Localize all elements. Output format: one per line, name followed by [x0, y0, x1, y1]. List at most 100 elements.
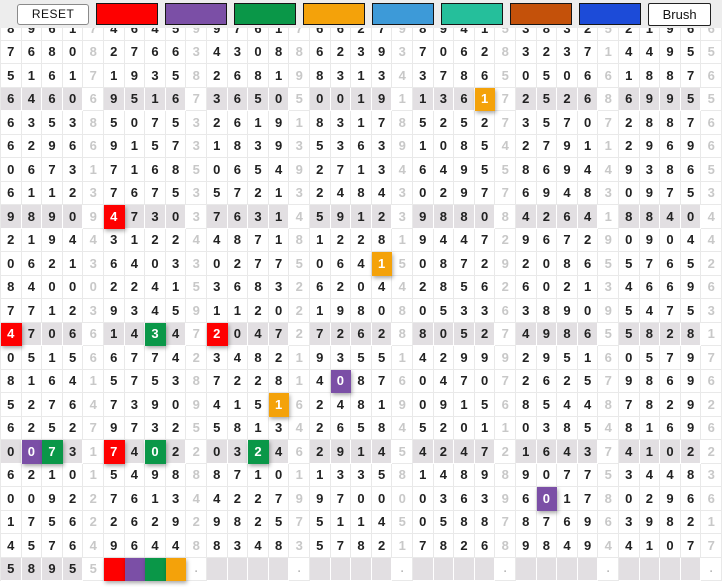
grid-cell[interactable]: 7	[577, 463, 599, 487]
grid-cell[interactable]: 8	[248, 346, 269, 370]
grid-cell[interactable]: 4	[433, 463, 455, 487]
grid-cell[interactable]	[248, 557, 269, 581]
grid-cell[interactable]: 6	[104, 346, 125, 370]
grid-cell[interactable]: 0	[680, 205, 702, 229]
grid-cell[interactable]: 2	[701, 393, 722, 417]
grid-cell[interactable]: 3	[413, 64, 434, 88]
grid-cell[interactable]: 8	[598, 487, 619, 511]
grid-cell[interactable]: 1	[21, 228, 43, 252]
grid-cell[interactable]: 2	[104, 510, 125, 534]
grid-cell[interactable]: 4	[371, 275, 393, 299]
grid-cell[interactable]: 6	[21, 158, 43, 182]
grid-cell[interactable]: 8	[392, 322, 413, 346]
grid-cell[interactable]: 1	[351, 510, 372, 534]
grid-cell[interactable]: 4	[619, 40, 640, 64]
grid-cell[interactable]	[145, 557, 166, 581]
grid-cell[interactable]: 7	[701, 346, 722, 370]
grid-cell[interactable]: 4	[701, 205, 722, 229]
grid-cell[interactable]: 7	[124, 205, 146, 229]
grid-cell[interactable]: 3	[701, 181, 722, 205]
grid-cell[interactable]: 1	[145, 487, 166, 511]
grid-cell[interactable]: 3	[186, 134, 207, 158]
grid-cell[interactable]: 1	[104, 322, 125, 346]
grid-cell[interactable]: 6	[42, 28, 63, 41]
grid-cell[interactable]: 4	[351, 252, 372, 276]
grid-cell[interactable]: 0	[577, 111, 599, 135]
grid-cell[interactable]: 4	[145, 28, 166, 41]
grid-cell[interactable]: 3	[289, 534, 310, 558]
grid-cell[interactable]: 3	[516, 299, 537, 323]
grid-cell[interactable]: 7	[227, 463, 249, 487]
grid-cell[interactable]	[557, 557, 578, 581]
grid-cell[interactable]: 5	[21, 534, 43, 558]
grid-cell[interactable]: 0	[413, 181, 434, 205]
grid-cell[interactable]: 2	[62, 416, 84, 440]
grid-cell[interactable]: 1	[207, 134, 228, 158]
grid-cell[interactable]: 3	[701, 299, 722, 323]
grid-cell[interactable]: 7	[124, 346, 146, 370]
grid-cell[interactable]: 2	[248, 299, 269, 323]
grid-cell[interactable]: 5	[42, 111, 63, 135]
grid-cell[interactable]: 8	[207, 463, 228, 487]
grid-cell[interactable]: 5	[577, 369, 599, 393]
grid-cell[interactable]: 6	[165, 40, 187, 64]
grid-cell[interactable]: 0	[21, 487, 43, 511]
grid-cell[interactable]: 0	[536, 252, 558, 276]
grid-cell[interactable]: 2	[619, 134, 640, 158]
grid-cell[interactable]: 8	[495, 534, 516, 558]
grid-cell[interactable]: 3	[371, 158, 393, 182]
grid-cell[interactable]: 6	[289, 393, 310, 417]
grid-cell[interactable]: 0	[310, 87, 331, 111]
grid-cell[interactable]: 6	[62, 534, 84, 558]
grid-cell[interactable]: 7	[289, 28, 310, 41]
grid-cell[interactable]: 4	[516, 322, 537, 346]
grid-cell[interactable]: 5	[165, 111, 187, 135]
grid-cell[interactable]: 6	[21, 40, 43, 64]
grid-cell[interactable]: 3	[83, 181, 104, 205]
grid-cell[interactable]: 1	[701, 322, 722, 346]
grid-cell[interactable]: 9	[680, 369, 702, 393]
grid-cell[interactable]: 3	[557, 40, 578, 64]
grid-cell[interactable]: 9	[598, 299, 619, 323]
grid-cell[interactable]: 1	[207, 299, 228, 323]
grid-cell[interactable]: 6	[680, 487, 702, 511]
grid-cell[interactable]: 6	[413, 158, 434, 182]
grid-cell[interactable]: 0	[536, 463, 558, 487]
grid-cell[interactable]: 1	[474, 28, 496, 41]
grid-cell[interactable]: 7	[330, 158, 352, 182]
grid-cell[interactable]: 9	[165, 510, 187, 534]
grid-cell[interactable]: 5	[598, 28, 619, 41]
grid-cell[interactable]: 4	[454, 440, 475, 464]
grid-cell[interactable]: 2	[83, 487, 104, 511]
grid-cell[interactable]: 2	[660, 322, 681, 346]
grid-cell[interactable]: 3	[207, 346, 228, 370]
grid-cell[interactable]: 0	[310, 252, 331, 276]
grid-cell[interactable]: 5	[392, 510, 413, 534]
grid-cell[interactable]: 7	[680, 111, 702, 135]
grid-cell[interactable]: 4	[227, 346, 249, 370]
grid-cell[interactable]: 5	[371, 463, 393, 487]
grid-cell[interactable]: 4	[289, 205, 310, 229]
grid-cell[interactable]: 2	[165, 228, 187, 252]
grid-cell[interactable]: 5	[351, 346, 372, 370]
grid-cell[interactable]: 1	[351, 158, 372, 182]
grid-cell[interactable]: 9	[330, 299, 352, 323]
grid-cell[interactable]: 8	[639, 64, 661, 88]
grid-cell[interactable]: 4	[268, 440, 290, 464]
grid-cell[interactable]: 6	[495, 393, 516, 417]
grid-cell[interactable]: 9	[680, 346, 702, 370]
grid-cell[interactable]: 7	[454, 252, 475, 276]
grid-cell[interactable]: 7	[145, 346, 166, 370]
grid-cell[interactable]: 1	[165, 275, 187, 299]
grid-cell[interactable]: 3	[392, 181, 413, 205]
grid-cell[interactable]: 5	[598, 252, 619, 276]
grid-cell[interactable]: 7	[495, 369, 516, 393]
grid-cell[interactable]: 7	[83, 28, 104, 41]
grid-cell[interactable]: 6	[577, 87, 599, 111]
grid-cell[interactable]: 7	[42, 393, 63, 417]
grid-cell[interactable]: 3	[516, 40, 537, 64]
grid-cell[interactable]: 1	[413, 87, 434, 111]
grid-cell[interactable]: 6	[1, 181, 22, 205]
grid-cell[interactable]: 3	[186, 252, 207, 276]
grid-cell[interactable]: 7	[83, 416, 104, 440]
